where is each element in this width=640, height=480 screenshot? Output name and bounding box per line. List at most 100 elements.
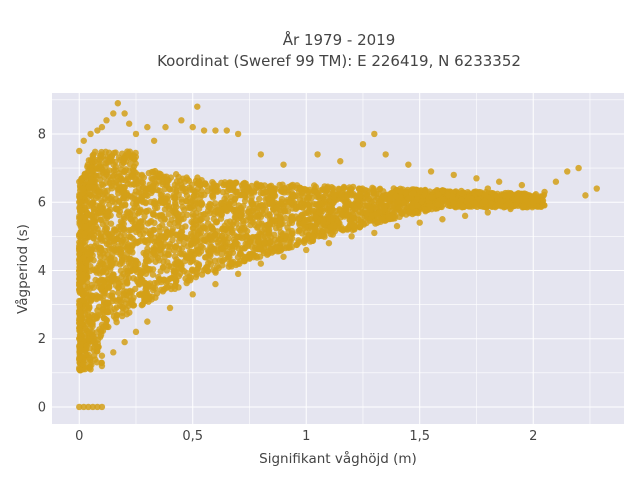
data-point xyxy=(193,250,200,257)
data-point xyxy=(280,253,287,260)
data-point xyxy=(439,216,446,223)
data-point xyxy=(106,292,114,299)
data-point xyxy=(158,286,165,294)
data-point xyxy=(285,198,292,205)
data-point xyxy=(124,280,131,287)
data-point xyxy=(125,120,133,127)
data-point xyxy=(94,225,101,233)
data-point xyxy=(159,178,166,186)
data-point xyxy=(184,176,191,183)
data-point xyxy=(192,273,200,281)
data-point xyxy=(76,354,83,362)
data-point xyxy=(239,217,247,225)
data-point xyxy=(208,192,216,199)
data-point xyxy=(76,147,83,155)
data-point xyxy=(200,127,208,134)
data-point xyxy=(484,209,492,216)
data-point xyxy=(285,238,293,246)
data-point xyxy=(149,266,157,273)
data-point xyxy=(427,168,435,175)
data-point xyxy=(219,262,226,269)
data-point xyxy=(189,254,196,261)
data-point xyxy=(81,347,89,354)
data-point xyxy=(253,180,260,187)
data-point xyxy=(165,185,173,192)
data-point xyxy=(115,211,123,219)
data-point xyxy=(235,245,242,252)
y-tick-label: 8 xyxy=(38,127,46,142)
data-point xyxy=(224,225,231,232)
data-point xyxy=(435,191,442,198)
data-point xyxy=(172,171,180,178)
data-point xyxy=(195,218,202,225)
data-point xyxy=(226,218,234,225)
data-point xyxy=(104,299,112,306)
data-point xyxy=(223,247,230,255)
data-point xyxy=(147,256,155,263)
data-point xyxy=(138,290,145,297)
data-point xyxy=(297,185,304,192)
data-point xyxy=(175,211,182,218)
data-point xyxy=(117,237,125,245)
data-point xyxy=(287,234,294,241)
data-point xyxy=(201,191,208,199)
data-point xyxy=(97,205,104,213)
data-point xyxy=(140,174,148,181)
data-point xyxy=(102,224,109,232)
data-point xyxy=(189,266,196,273)
data-point xyxy=(303,209,310,216)
data-point xyxy=(122,306,130,313)
data-point xyxy=(541,188,548,196)
data-point xyxy=(101,290,108,297)
data-point xyxy=(87,130,94,138)
data-point xyxy=(102,219,110,226)
data-point xyxy=(153,242,160,249)
data-point xyxy=(248,194,255,201)
data-point xyxy=(98,362,106,370)
data-point xyxy=(132,228,140,236)
data-point xyxy=(147,236,154,244)
data-point xyxy=(321,183,328,190)
data-point xyxy=(314,151,321,158)
data-point xyxy=(459,203,466,211)
data-point xyxy=(130,294,137,301)
data-point xyxy=(155,247,162,254)
data-point xyxy=(85,302,93,310)
data-point xyxy=(184,277,192,284)
data-point xyxy=(188,241,195,248)
data-point xyxy=(151,251,159,258)
data-point xyxy=(278,195,286,203)
data-point xyxy=(176,270,184,277)
data-point xyxy=(80,403,87,411)
data-point xyxy=(93,172,100,179)
data-point xyxy=(402,190,409,197)
data-point xyxy=(129,194,137,202)
data-point xyxy=(145,207,152,214)
data-point xyxy=(371,130,378,138)
data-point xyxy=(149,271,157,278)
data-point xyxy=(83,209,91,216)
y-tick-label: 0 xyxy=(38,400,46,415)
data-point xyxy=(93,329,101,336)
data-point xyxy=(127,260,135,267)
data-point xyxy=(234,130,242,138)
data-point xyxy=(512,202,519,209)
data-point xyxy=(98,403,106,411)
data-point xyxy=(208,243,215,250)
data-point xyxy=(315,233,322,240)
data-point xyxy=(265,248,272,255)
data-point xyxy=(97,294,104,301)
data-point xyxy=(248,218,255,225)
data-point xyxy=(76,327,84,334)
data-point xyxy=(90,235,98,242)
data-point xyxy=(119,283,126,290)
data-point xyxy=(162,123,169,131)
data-point xyxy=(90,184,97,191)
data-point xyxy=(212,127,219,134)
data-point xyxy=(473,175,480,182)
data-point xyxy=(81,365,89,373)
data-point xyxy=(321,197,329,204)
data-point xyxy=(178,251,185,258)
data-point xyxy=(94,403,101,411)
data-point xyxy=(193,189,200,196)
